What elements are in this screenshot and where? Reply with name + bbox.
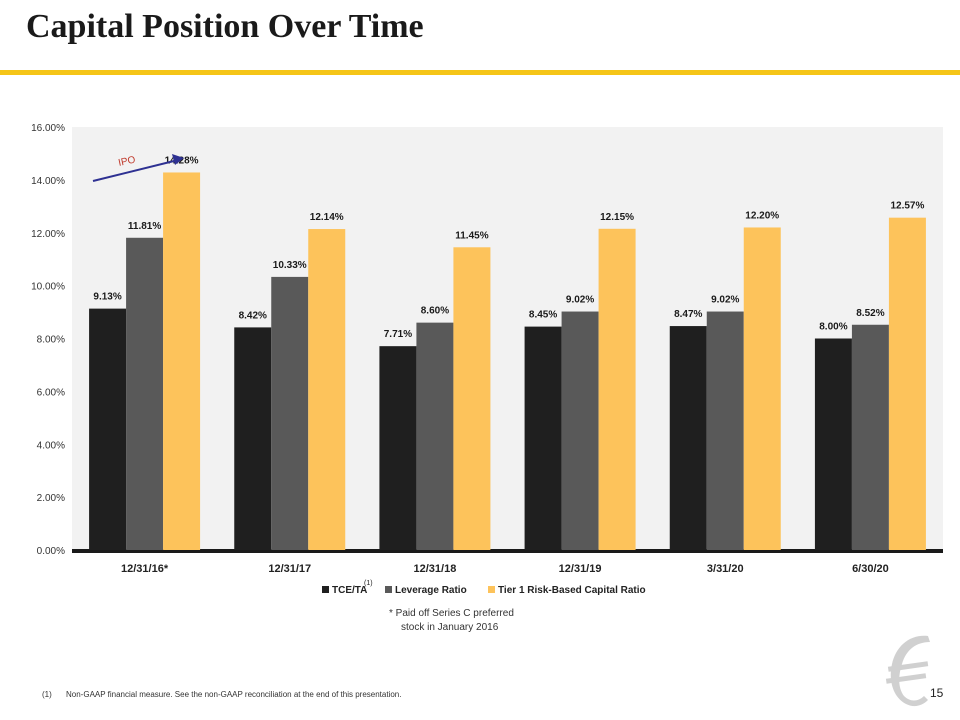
data-label: 12.57% <box>890 201 924 212</box>
legend-swatch <box>488 586 495 593</box>
data-label: 11.81% <box>128 221 161 232</box>
capital-ratio-bar-chart: 0.00% 2.00% 4.00% 6.00% 8.00% 10.00% 12.00% 14.… <box>31 123 943 596</box>
bar-leverage-ratio <box>706 311 744 550</box>
data-label: 12.14% <box>310 212 344 223</box>
data-label: 8.42% <box>239 310 267 321</box>
y-tick-label: 0.00% <box>37 546 65 557</box>
bar-tier1-ratio <box>163 172 201 550</box>
bar-tier1-ratio <box>453 247 491 550</box>
bar-tier1-ratio <box>888 217 926 550</box>
y-tick-label: 14.00% <box>31 176 65 187</box>
data-label: 11.45% <box>455 230 488 241</box>
legend-label: Leverage Ratio <box>395 585 467 596</box>
x-tick-label: 6/30/20 <box>852 563 889 575</box>
bar-tce-ta <box>234 327 272 550</box>
data-label: 8.60% <box>421 306 449 317</box>
bar-leverage-ratio <box>126 237 164 550</box>
data-label: 10.33% <box>273 260 307 271</box>
y-tick-label: 2.00% <box>37 493 65 504</box>
bar-leverage-ratio <box>416 322 454 550</box>
data-label: 8.47% <box>674 309 702 320</box>
y-tick-label: 12.00% <box>31 229 65 240</box>
y-tick-label: 8.00% <box>37 335 65 346</box>
y-tick-label: 16.00% <box>31 123 65 134</box>
x-tick-label: 12/31/19 <box>559 563 602 575</box>
bar-tce-ta <box>814 338 852 550</box>
x-tick-label: 12/31/17 <box>268 563 311 575</box>
data-label: 8.00% <box>819 322 847 333</box>
bar-tce-ta <box>669 326 707 550</box>
ipo-arrow-line <box>92 159 179 182</box>
y-tick-label: 4.00% <box>37 440 65 451</box>
bar-tce-ta <box>524 326 562 550</box>
data-label: 9.02% <box>711 295 739 306</box>
bar-tier1-ratio <box>743 227 781 550</box>
slide-title: Capital Position Over Time <box>26 8 424 45</box>
company-logo-icon <box>885 635 930 707</box>
data-label: 14.28% <box>165 155 199 166</box>
bar-tce-ta <box>89 308 127 550</box>
title-divider <box>0 70 960 75</box>
x-tick-label: 3/31/20 <box>707 563 744 575</box>
legend-superscript: (1) <box>364 580 373 587</box>
data-label: 9.02% <box>566 295 594 306</box>
data-label: 9.13% <box>93 292 121 303</box>
footnote-text: Non-GAAP financial measure. See the non-… <box>66 690 402 699</box>
bar-tier1-ratio <box>308 229 346 550</box>
ipo-arrow-head-icon <box>172 154 184 165</box>
bar-tier1-ratio <box>598 228 636 551</box>
data-label: 12.15% <box>600 212 634 223</box>
page-number: 15 <box>930 686 944 700</box>
series-c-note: * Paid off Series C preferred stock in J… <box>389 607 514 635</box>
series-c-note-line1: * Paid off Series C preferred <box>389 608 514 619</box>
series-c-note-line2: stock in January 2016 <box>401 622 499 633</box>
data-label: 12.20% <box>745 210 779 221</box>
bar-leverage-ratio <box>271 276 309 550</box>
legend-label: TCE/TA <box>332 585 367 596</box>
footnote: (1) Non-GAAP financial measure. See the n… <box>42 690 401 699</box>
data-label: 8.52% <box>856 308 884 319</box>
footnote-marker: (1) <box>42 690 52 699</box>
data-label: 7.71% <box>384 329 412 340</box>
data-label: 8.45% <box>529 310 557 321</box>
ipo-label: IPO <box>117 155 136 169</box>
y-tick-label: 6.00% <box>37 387 65 398</box>
bar-leverage-ratio <box>851 324 889 550</box>
bar-leverage-ratio <box>561 311 599 550</box>
bar-tce-ta <box>379 346 417 550</box>
legend-label: Tier 1 Risk-Based Capital Ratio <box>498 585 646 596</box>
legend-swatch <box>385 586 392 593</box>
y-tick-label: 10.00% <box>31 282 65 293</box>
x-axis-line <box>72 549 943 553</box>
x-tick-label: 12/31/18 <box>414 563 457 575</box>
legend-swatch <box>322 586 329 593</box>
x-tick-label: 12/31/16* <box>121 563 169 575</box>
plot-area <box>72 127 943 550</box>
